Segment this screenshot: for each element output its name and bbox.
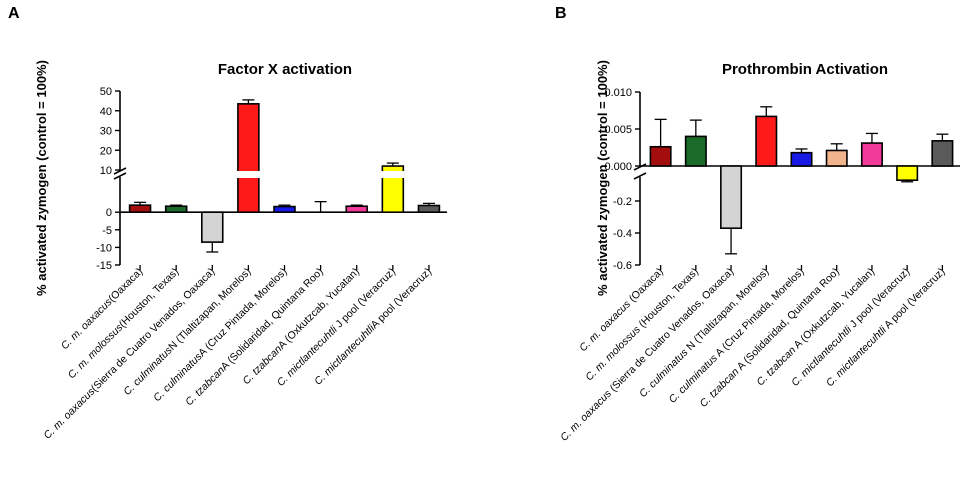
chart-b-title: Prothrombin Activation: [722, 61, 888, 78]
y-tick-label: 0.005: [604, 124, 632, 136]
bar-a-4: [273, 205, 296, 213]
y-tick-label: 10: [100, 165, 112, 177]
bar-b-5: [825, 149, 848, 167]
bar-break-gap-a-7: [381, 171, 405, 178]
category-label-a-4: C. culminatusA (Cruz Pintada, Morelos): [151, 266, 289, 404]
bar-b-8: [931, 140, 954, 167]
y-tick-label: -5: [102, 225, 112, 237]
category-label-a-3: C. culminatusN (Tlaltizapan, Morelos): [121, 266, 253, 398]
bar-b-0: [649, 145, 672, 167]
bar-b-4: [790, 151, 813, 167]
chart-a-ylabel: % activated zymogen (control = 100%): [34, 60, 49, 296]
bar-a-6: [345, 205, 368, 214]
y-tick-label: 40: [100, 106, 112, 118]
bar-b-3: [755, 115, 778, 167]
y-tick-label: -0.6: [613, 260, 632, 272]
bar-b-1: [684, 135, 707, 167]
bar-b-6: [860, 142, 883, 167]
bar-b-7: [896, 165, 919, 181]
bar-break-gap-a-3: [236, 171, 260, 178]
y-tick-label: 0.010: [604, 87, 632, 99]
bar-a-2: [201, 211, 224, 243]
axis-break-mark: [633, 163, 647, 171]
panel-letter-a: A: [8, 5, 20, 22]
axis-break-mark: [633, 172, 647, 180]
y-tick-label: 0.000: [604, 161, 632, 173]
bar-a-0: [128, 204, 152, 214]
y-tick-label: -15: [96, 260, 112, 272]
category-label-a-5: C. tzabcanA (Solidaridad, Quintana Roo): [183, 266, 326, 409]
panel-letter-b: B: [555, 5, 567, 22]
bar-a-3: [237, 103, 260, 214]
category-label-b-3: C. culminatus N (Tlaltizapan, Morelos): [637, 266, 771, 400]
y-tick-label: -10: [96, 242, 112, 254]
bar-a-1: [164, 205, 188, 214]
chart-a-title: Factor X activation: [218, 61, 352, 78]
y-tick-label: 20: [100, 145, 112, 157]
axis-break-mark: [113, 167, 127, 175]
chart-b-ylabel: % activated zymogen (control = 100%): [595, 60, 610, 296]
y-tick-label: -0.4: [613, 228, 632, 240]
y-tick-label: 0: [106, 207, 112, 219]
y-tick-label: 30: [100, 126, 112, 138]
y-tick-label: 50: [100, 86, 112, 98]
bar-a-8: [417, 204, 441, 213]
axis-break-mark: [113, 172, 127, 180]
y-tick-label: -0.2: [613, 196, 632, 208]
category-label-a-2: C. m. oaxacus(Sierra de Cuatro Venados, …: [41, 266, 217, 442]
bar-b-2: [720, 165, 743, 230]
